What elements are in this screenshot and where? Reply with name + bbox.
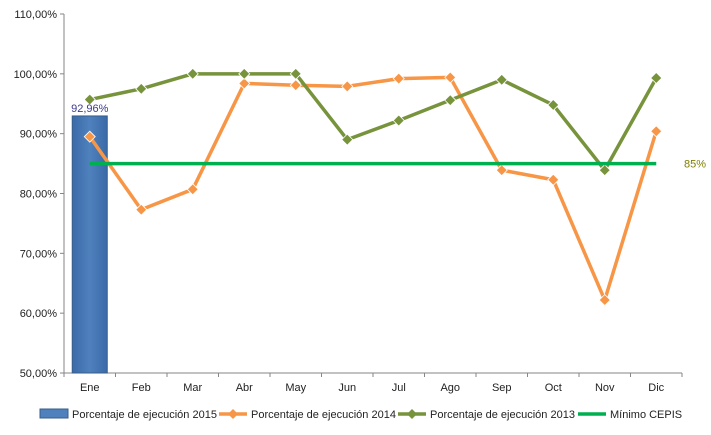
x-tick-label: Oct <box>545 382 562 394</box>
diamond-marker <box>495 73 508 86</box>
y-tick-label: 80,00% <box>20 189 58 201</box>
x-tick-label: Nov <box>595 382 615 394</box>
legend-marker <box>228 409 238 419</box>
legend-label: Porcentaje de ejecución 2014 <box>251 409 396 421</box>
x-tick-label: Jun <box>338 382 356 394</box>
x-tick-label: May <box>285 382 306 394</box>
y-tick-label: 100,00% <box>14 69 58 81</box>
diamond-marker <box>444 71 457 84</box>
reference-end-label: 85% <box>684 159 706 171</box>
legend-swatch <box>39 408 69 419</box>
legend-label: Porcentaje de ejecución 2015 <box>72 409 217 421</box>
diamond-marker <box>392 114 405 127</box>
y-axis-ticks: 50,00% 60,00% 70,00% 80,00% 90,00% 100,00% 110… <box>14 9 64 380</box>
x-tick-label: Ago <box>440 382 460 394</box>
diamond-marker <box>186 67 199 80</box>
line-series <box>83 67 663 307</box>
y-tick-label: 60,00% <box>20 308 58 320</box>
diamond-marker <box>289 67 302 80</box>
x-tick-label: Mar <box>183 382 202 394</box>
bar-series <box>71 115 108 374</box>
bar-data-label: 92,96% <box>71 103 109 115</box>
diamond-marker <box>650 125 663 138</box>
x-tick-label: Dic <box>648 382 664 394</box>
diamond-marker <box>135 203 148 216</box>
legend-label: Porcentaje de ejecución 2013 <box>430 409 575 421</box>
legend-label: Mínimo CEPIS <box>610 409 682 421</box>
legend-marker <box>407 409 417 419</box>
series-line <box>89 72 658 172</box>
diamond-marker <box>341 133 354 146</box>
y-tick-label: 70,00% <box>20 248 58 260</box>
x-tick-label: Ene <box>80 382 100 394</box>
y-tick-label: 110,00% <box>14 9 57 21</box>
y-tick-label: 90,00% <box>20 129 58 141</box>
x-tick-label: Sep <box>492 382 512 394</box>
bar <box>71 115 108 374</box>
diamond-marker <box>547 98 560 112</box>
series-line <box>88 75 658 302</box>
diamond-marker <box>547 173 560 186</box>
diamond-marker <box>83 130 96 143</box>
diamond-marker <box>495 164 508 177</box>
x-tick-label: Jul <box>392 382 406 394</box>
legend: Porcentaje de ejecución 2015 Porcentaje d… <box>39 408 682 421</box>
diamond-marker <box>238 77 251 90</box>
diamond-marker <box>650 71 663 85</box>
diamond-marker <box>392 72 405 85</box>
diamond-marker <box>598 293 611 307</box>
diamond-marker <box>444 94 457 107</box>
diamond-marker <box>341 80 354 93</box>
axes <box>63 14 682 374</box>
x-tick-label: Feb <box>132 382 151 394</box>
diamond-marker <box>186 183 199 196</box>
x-tick-label: Abr <box>236 382 253 394</box>
diamond-marker <box>289 79 302 92</box>
diamond-marker <box>238 67 251 80</box>
y-tick-label: 50,00% <box>20 368 58 380</box>
data-labels: 92,96% 85% <box>71 103 706 171</box>
diamond-marker <box>598 164 611 177</box>
x-axis-ticks: Ene Feb Mar Abr May Jun Jul Ago Sep Oct Nov Dic <box>63 373 683 394</box>
diamond-marker <box>135 82 148 95</box>
diamond-marker <box>83 93 96 106</box>
